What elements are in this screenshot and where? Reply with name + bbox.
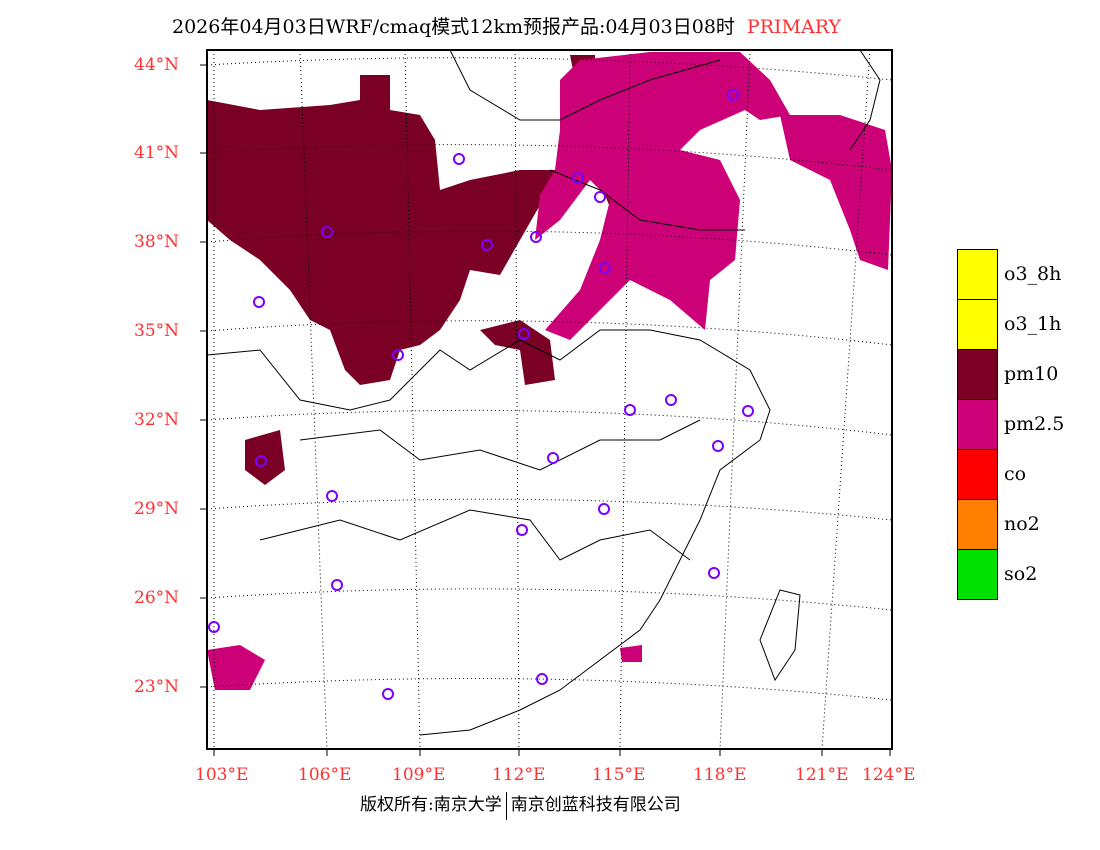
city-markers bbox=[208, 89, 754, 700]
lon-label: 118°E bbox=[693, 765, 747, 785]
lon-label: 115°E bbox=[592, 765, 646, 785]
legend-label: co bbox=[1004, 463, 1027, 485]
pm10-region bbox=[480, 320, 555, 385]
lat-label: 26°N bbox=[134, 588, 180, 608]
copyright-footer: 版权所有:南京大学 南京创蓝科技有限公司 bbox=[360, 790, 681, 820]
lat-label: 35°N bbox=[134, 321, 180, 341]
legend-item-pm25: pm2.5 bbox=[957, 399, 1064, 450]
title-text: 2026年04月03日WRF/cmaq模式12km预报产品:04月03日08时 bbox=[172, 16, 735, 38]
pm25-region bbox=[535, 52, 790, 340]
legend: o3_8h o3_1h pm10 pm2.5 co no2 so2 bbox=[957, 249, 1064, 600]
lat-label: 41°N bbox=[134, 143, 180, 163]
footer-left: 版权所有:南京大学 bbox=[360, 795, 502, 815]
lon-label: 103°E bbox=[195, 765, 249, 785]
lat-label: 44°N bbox=[134, 55, 180, 75]
lat-label: 23°N bbox=[134, 677, 180, 697]
lon-label: 124°E bbox=[862, 765, 916, 785]
pm25-region bbox=[780, 115, 892, 270]
lon-label: 112°E bbox=[492, 765, 546, 785]
title-tag: PRIMARY bbox=[746, 16, 841, 38]
footer-right: 南京创蓝科技有限公司 bbox=[510, 795, 681, 815]
pm10-region bbox=[207, 75, 560, 385]
legend-item-o3-8h: o3_8h bbox=[957, 249, 1061, 300]
lon-label: 106°E bbox=[298, 765, 352, 785]
legend-label: no2 bbox=[1004, 513, 1040, 535]
legend-label: o3_1h bbox=[1004, 313, 1062, 335]
legend-label: pm10 bbox=[1004, 363, 1059, 385]
legend-item-o3-1h: o3_1h bbox=[957, 299, 1061, 350]
pm25-region bbox=[207, 645, 265, 690]
legend-label: pm2.5 bbox=[1004, 413, 1065, 435]
legend-item-no2: no2 bbox=[957, 499, 1040, 550]
lat-label: 29°N bbox=[134, 499, 180, 519]
legend-item-co: co bbox=[957, 449, 1026, 500]
lon-label: 109°E bbox=[392, 765, 446, 785]
legend-item-pm10: pm10 bbox=[957, 349, 1058, 400]
legend-label: o3_8h bbox=[1004, 263, 1062, 285]
pm25-region bbox=[620, 645, 642, 662]
lat-label: 38°N bbox=[134, 232, 180, 252]
lon-label: 121°E bbox=[795, 765, 849, 785]
legend-label: so2 bbox=[1004, 563, 1038, 585]
legend-item-so2: so2 bbox=[957, 549, 1037, 600]
footer-divider bbox=[505, 791, 507, 820]
lat-label: 32°N bbox=[134, 410, 180, 430]
map-frame bbox=[206, 49, 893, 750]
map-title: 2026年04月03日WRF/cmaq模式12km预报产品:04月03日08时 P… bbox=[172, 12, 841, 39]
